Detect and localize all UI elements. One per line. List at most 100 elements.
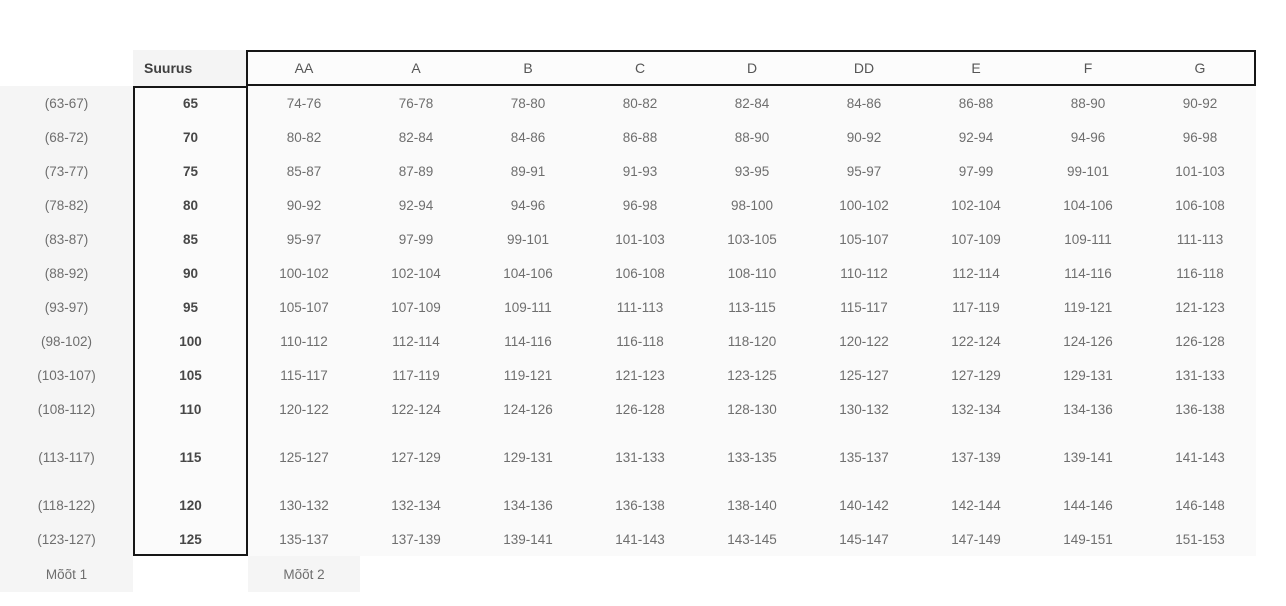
size-value: 100 [133,324,248,358]
size-value: 110 [133,392,248,426]
bust-range-cell: 76-78 [360,86,472,120]
bust-range-cell: 127-129 [920,358,1032,392]
bust-range-cell: 104-106 [472,256,584,290]
bust-range-cell: 112-114 [920,256,1032,290]
bust-range-cell: 90-92 [1144,86,1256,120]
bust-range-cell: 139-141 [472,522,584,556]
cup-header-D: D [696,50,808,86]
bust-range-cell: 144-146 [1032,488,1144,522]
bust-range-cell: 80-82 [584,86,696,120]
table-row: (83-87) 85 95-97 97-99 99-101 101-103 103-105 1… [0,222,1256,256]
bust-range-cell: 139-141 [1032,426,1144,488]
bust-range-cell: 111-113 [1144,222,1256,256]
bust-range-cell: 138-140 [696,488,808,522]
corner-cell [0,50,133,86]
bust-range-cell: 105-107 [248,290,360,324]
bust-range-cell: 94-96 [472,188,584,222]
bust-range-cell: 129-131 [472,426,584,488]
bust-range-cell: 98-100 [696,188,808,222]
bust-range-cell: 108-110 [696,256,808,290]
bust-range-cell: 136-138 [584,488,696,522]
bust-range-cell: 84-86 [808,86,920,120]
table-row: (68-72) 70 80-82 82-84 84-86 86-88 88-90 90-92 9… [0,120,1256,154]
underbust-range: (113-117) [0,426,133,488]
underbust-range: (73-77) [0,154,133,188]
bust-range-cell: 74-76 [248,86,360,120]
cup-header-B: B [472,50,584,86]
bust-range-cell: 94-96 [1032,120,1144,154]
cup-header-A: A [360,50,472,86]
bust-range-cell: 93-95 [696,154,808,188]
bust-range-cell: 123-125 [696,358,808,392]
bust-range-cell: 80-82 [248,120,360,154]
table-row: (113-117) 115 125-127 127-129 129-131 131-133… [0,426,1256,488]
bust-range-cell: 99-101 [1032,154,1144,188]
bust-range-cell: 119-121 [472,358,584,392]
bust-range-cell: 110-112 [808,256,920,290]
bust-range-cell: 126-128 [1144,324,1256,358]
measure1-label: Mõõt 1 [0,556,133,592]
bust-range-cell: 101-103 [1144,154,1256,188]
bust-range-cell: 92-94 [360,188,472,222]
table-row: (88-92) 90 100-102 102-104 104-106 106-108 108… [0,256,1256,290]
bust-range-cell: 124-126 [472,392,584,426]
table-row: (78-82) 80 90-92 92-94 94-96 96-98 98-100 100-1… [0,188,1256,222]
bust-range-cell: 86-88 [920,86,1032,120]
bust-range-cell: 103-105 [696,222,808,256]
size-value: 95 [133,290,248,324]
bust-range-cell: 109-111 [1032,222,1144,256]
bust-range-cell: 106-108 [584,256,696,290]
size-value: 85 [133,222,248,256]
underbust-range: (103-107) [0,358,133,392]
cup-header-AA: AA [248,50,360,86]
bust-range-cell: 86-88 [584,120,696,154]
bust-range-cell: 109-111 [472,290,584,324]
bust-range-cell: 90-92 [808,120,920,154]
bust-range-cell: 134-136 [1032,392,1144,426]
bust-range-cell: 130-132 [248,488,360,522]
bust-range-cell: 118-120 [696,324,808,358]
bust-range-cell: 104-106 [1032,188,1144,222]
bust-range-cell: 125-127 [808,358,920,392]
bust-range-cell: 140-142 [808,488,920,522]
size-value: 70 [133,120,248,154]
underbust-range: (118-122) [0,488,133,522]
bust-range-cell: 143-145 [696,522,808,556]
bust-range-cell: 122-124 [920,324,1032,358]
bust-range-cell: 131-133 [584,426,696,488]
bust-range-cell: 97-99 [920,154,1032,188]
underbust-range: (93-97) [0,290,133,324]
bust-range-cell: 132-134 [920,392,1032,426]
underbust-range: (98-102) [0,324,133,358]
bust-range-cell: 121-123 [1144,290,1256,324]
cup-header-G: G [1144,50,1256,86]
bust-range-cell: 114-116 [1032,256,1144,290]
bust-range-cell: 116-118 [1144,256,1256,290]
bust-range-cell: 95-97 [808,154,920,188]
bust-range-cell: 106-108 [1144,188,1256,222]
bust-range-cell: 102-104 [920,188,1032,222]
bust-range-cell: 84-86 [472,120,584,154]
underbust-range: (78-82) [0,188,133,222]
bust-range-cell: 126-128 [584,392,696,426]
bust-range-cell: 137-139 [360,522,472,556]
bust-range-cell: 107-109 [360,290,472,324]
size-value: 90 [133,256,248,290]
bust-range-cell: 134-136 [472,488,584,522]
underbust-range: (83-87) [0,222,133,256]
bust-range-cell: 87-89 [360,154,472,188]
bust-range-cell: 96-98 [584,188,696,222]
bust-range-cell: 85-87 [248,154,360,188]
bust-range-cell: 136-138 [1144,392,1256,426]
bust-range-cell: 114-116 [472,324,584,358]
bust-range-cell: 141-143 [584,522,696,556]
bust-range-cell: 151-153 [1144,522,1256,556]
bust-range-cell: 145-147 [808,522,920,556]
bust-range-cell: 113-115 [696,290,808,324]
size-column-header: Suurus [133,50,248,86]
table-header-row: Suurus AA A B C D DD E F G [0,50,1256,86]
underbust-range: (88-92) [0,256,133,290]
bust-range-cell: 82-84 [696,86,808,120]
bust-range-cell: 101-103 [584,222,696,256]
underbust-range: (108-112) [0,392,133,426]
